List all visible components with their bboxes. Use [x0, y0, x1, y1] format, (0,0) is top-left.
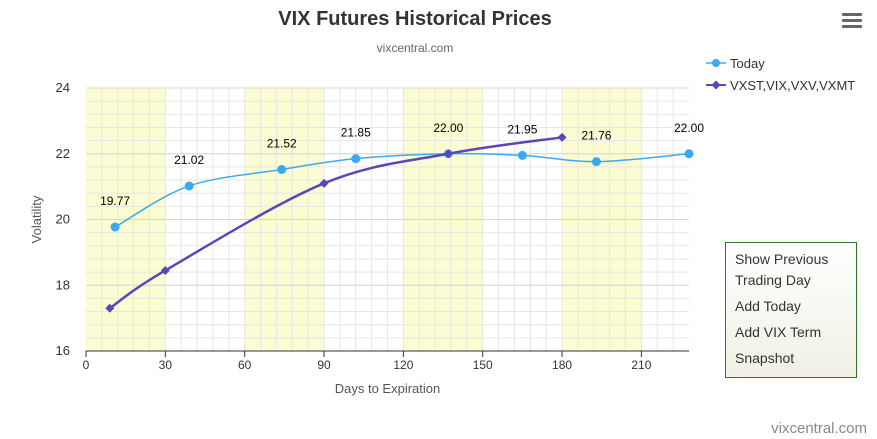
- series-0-point-6: [591, 157, 601, 167]
- legend-label-today: Today: [730, 55, 765, 71]
- x-tick-label: 180: [552, 358, 572, 372]
- data-label-1: 21.02: [174, 153, 204, 167]
- data-label-7: 22.00: [674, 121, 704, 135]
- series-1-point-3: [443, 149, 453, 159]
- y-tick-label: 18: [56, 277, 70, 292]
- legend-item-term[interactable]: VXST,VIX,VXV,VXMT: [706, 74, 855, 96]
- data-label-6: 21.76: [581, 129, 611, 143]
- x-tick-label: 150: [473, 358, 493, 372]
- x-tick-label: 210: [631, 358, 651, 372]
- chart-title: VIX Futures Historical Prices: [278, 8, 552, 30]
- chart-credit[interactable]: vixcentral.com: [771, 420, 867, 437]
- menu-item-show-previous-trading-day[interactable]: Show Previous Trading Day: [735, 251, 829, 288]
- data-label-0: 19.77: [100, 194, 130, 208]
- menu-item-snapshot[interactable]: Snapshot: [735, 350, 795, 366]
- y-axis-label: Volatility: [29, 195, 44, 243]
- export-context-menu: Show Previous Trading Day Add Today Add …: [725, 242, 857, 378]
- series-0-point-7: [684, 149, 694, 159]
- y-tick-label: 22: [56, 146, 70, 161]
- data-label-2: 21.52: [267, 137, 297, 151]
- series-0-point-1: [184, 181, 194, 191]
- hamburger-menu-icon[interactable]: [842, 13, 862, 30]
- x-tick-label: 0: [83, 358, 90, 372]
- menu-item-add-vix-term[interactable]: Add VIX Term: [735, 324, 822, 340]
- chart-subtitle: vixcentral.com: [376, 41, 454, 55]
- data-label-5: 21.95: [507, 122, 537, 136]
- series-0-point-5: [517, 150, 527, 160]
- series-line-0: [114, 152, 690, 228]
- series-0-point-3: [351, 154, 361, 164]
- series-0-point-2: [277, 165, 287, 175]
- x-tick-label: 120: [393, 358, 413, 372]
- x-tick-label: 30: [159, 358, 173, 372]
- legend-circle-marker-icon: [706, 59, 726, 67]
- data-label-4: 22.00: [433, 121, 463, 135]
- legend-diamond-marker-icon: [706, 80, 726, 90]
- legend-item-today[interactable]: Today: [706, 52, 855, 74]
- series-1-point-2: [319, 178, 329, 188]
- series-1-point-0: [105, 303, 115, 313]
- y-tick-label: 20: [56, 212, 70, 227]
- x-axis-label: Days to Expiration: [335, 381, 441, 396]
- series-1-point-4: [557, 132, 567, 142]
- series-1-point-1: [160, 265, 170, 275]
- legend-label-term: VXST,VIX,VXV,VXMT: [730, 77, 856, 93]
- x-tick-label: 60: [238, 358, 252, 372]
- series-0-point-0: [110, 222, 120, 232]
- y-tick-label: 24: [56, 80, 70, 95]
- chart-legend: Today VXST,VIX,VXV,VXMT: [706, 52, 855, 96]
- menu-item-add-today[interactable]: Add Today: [735, 298, 801, 314]
- y-tick-label: 16: [56, 343, 70, 358]
- data-label-3: 21.85: [341, 126, 371, 140]
- x-tick-label: 90: [317, 358, 331, 372]
